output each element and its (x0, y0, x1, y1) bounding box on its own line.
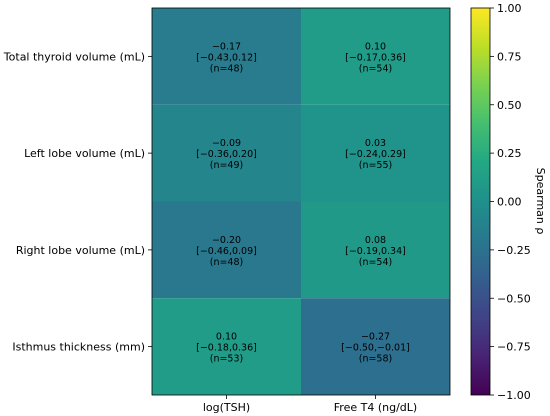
colorbar-tick-label: 0.25 (497, 147, 522, 160)
column-label: Free T4 (ng/dL) (334, 401, 417, 414)
cell-label: (n=58) (359, 354, 392, 365)
heatmap-cell (152, 104, 301, 202)
cell-label: (n=54) (359, 257, 392, 268)
colorbar-gradient (470, 7, 491, 396)
cell-label: [−0.18,0.36] (196, 343, 257, 354)
row-label: Total thyroid volume (mL) (3, 50, 145, 63)
cell-label: [−0.36,0.20] (196, 149, 257, 160)
cell-label: [−0.43,0.12] (196, 52, 257, 63)
colorbar-tick-label: −0.50 (497, 292, 531, 305)
colorbar-tick-label: −1.00 (497, 389, 531, 402)
cell-label: (n=53) (210, 354, 243, 365)
cell-label: −0.17 (212, 41, 241, 52)
plot-frame (151, 7, 451, 396)
heatmap-cell (152, 298, 301, 395)
cell-label: 0.10 (216, 332, 237, 343)
cell-label: 0.10 (365, 41, 386, 52)
cell-label: −0.27 (361, 332, 390, 343)
cell-label: (n=55) (359, 160, 392, 171)
column-label: log(TSH) (203, 401, 250, 414)
colorbar-tick-label: 0.50 (497, 99, 522, 112)
cell-label: [−0.46,0.09] (196, 246, 257, 257)
cell-label: [−0.19,0.34] (345, 246, 406, 257)
cell-label: 0.03 (365, 138, 386, 149)
colorbar-tick-label: 0.75 (497, 50, 522, 63)
row-label: Isthmus thickness (mm) (12, 341, 145, 354)
row-label: Left lobe volume (mL) (24, 147, 145, 160)
row-label: Right lobe volume (mL) (16, 244, 145, 257)
colorbar-tick-label: −0.75 (497, 341, 531, 354)
cell-label: 0.08 (365, 235, 386, 246)
heatmap-cell (301, 201, 450, 299)
cell-label: −0.20 (212, 235, 241, 246)
cell-label: (n=49) (210, 160, 243, 171)
cell-label: (n=48) (210, 63, 243, 74)
heatmap-cell (301, 298, 450, 395)
heatmap-cell (152, 8, 301, 105)
row-axis: Total thyroid volume (mL) Left lobe volum… (3, 50, 152, 354)
colorbar-ticks: 1.00 0.75 0.50 0.25 0.00 −0.25 −0.50 −0.75 −1.00 (490, 2, 531, 402)
heatmap-cell (301, 104, 450, 202)
cell-labels: −0.17[−0.43,0.12](n=48)0.10[−0.17,0.36](… (196, 41, 410, 364)
colorbar-tick-label: 1.00 (497, 2, 522, 15)
colorbar-label: Spearman ρ (534, 168, 547, 235)
colorbar: 1.00 0.75 0.50 0.25 0.00 −0.25 −0.50 −0.75 −1.00… (470, 2, 547, 402)
cell-label: (n=48) (210, 257, 243, 268)
cell-label: [−0.50,−0.01] (341, 343, 410, 354)
heatmap-cells (152, 8, 450, 395)
column-axis: log(TSH) Free T4 (ng/dL) (203, 395, 417, 414)
colorbar-tick-label: −0.25 (497, 244, 531, 257)
cell-label: −0.09 (212, 138, 241, 149)
cell-label: [−0.24,0.29] (345, 149, 406, 160)
colorbar-tick-label: 0.00 (497, 196, 522, 209)
heatmap-cell (152, 201, 301, 299)
heatmap-cell (301, 8, 450, 105)
cell-label: [−0.17,0.36] (345, 52, 406, 63)
cell-label: (n=54) (359, 63, 392, 74)
